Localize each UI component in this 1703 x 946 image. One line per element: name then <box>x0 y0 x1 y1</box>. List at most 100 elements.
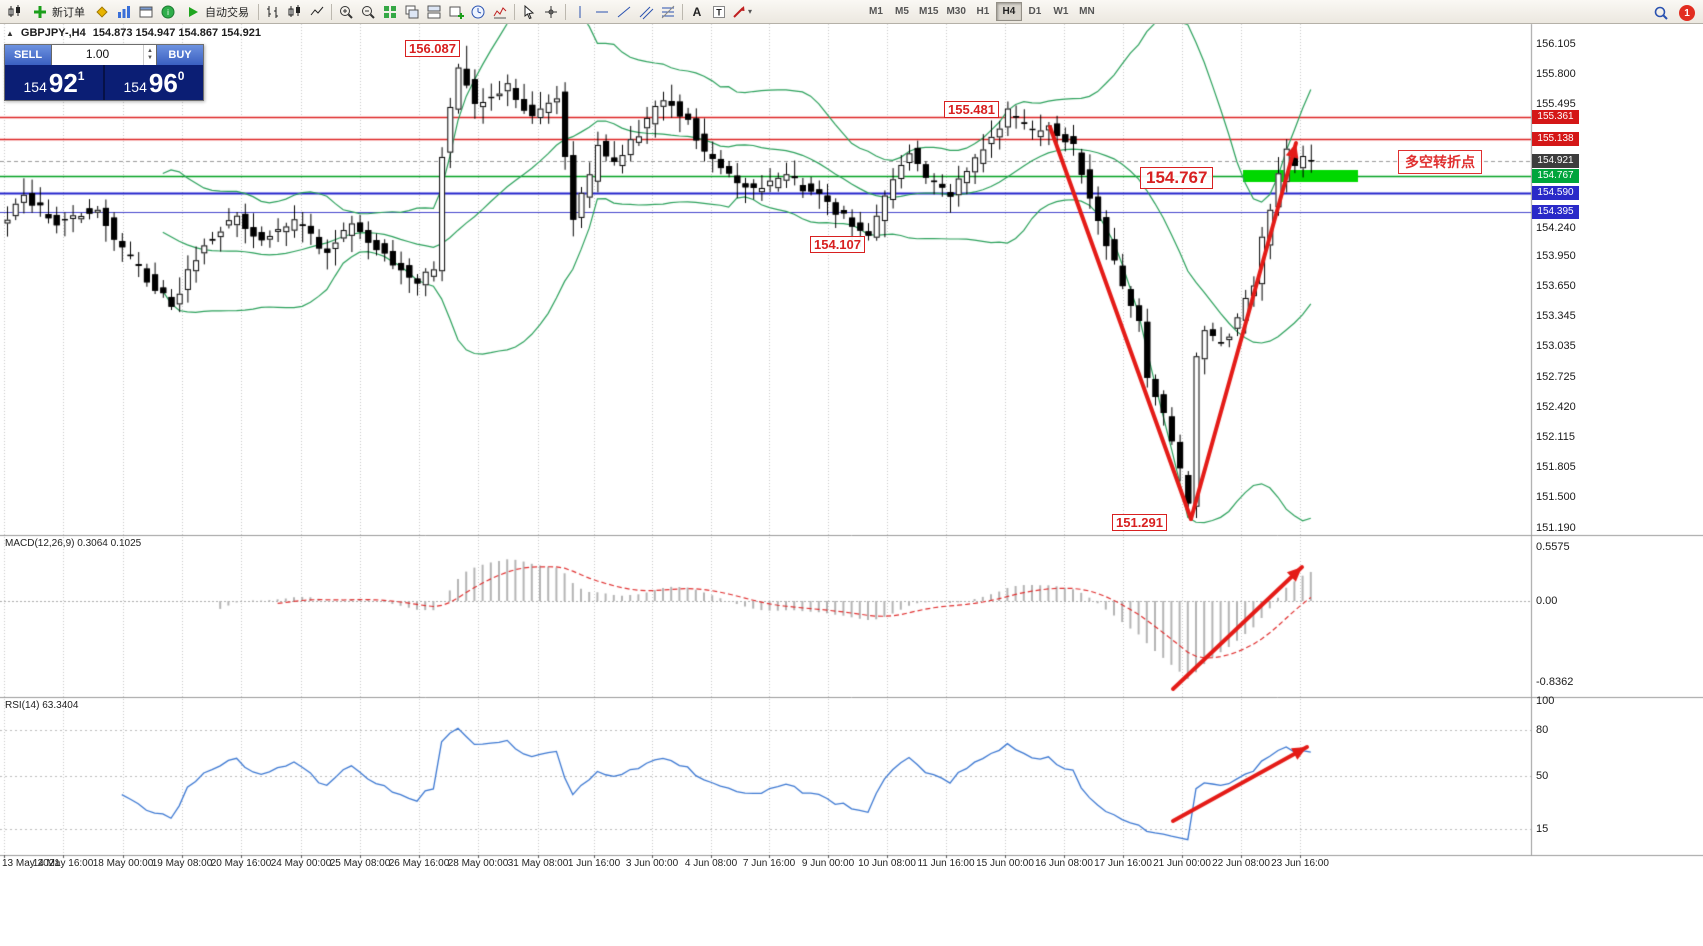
rsi-axis-label: 50 <box>1536 769 1549 782</box>
price-axis-label: 153.950 <box>1536 250 1576 263</box>
navigator-icon[interactable]: i <box>157 2 179 22</box>
rsi-axis-label: 80 <box>1536 723 1549 736</box>
timeframe-m30[interactable]: M30 <box>946 6 966 17</box>
timeframe-h4[interactable]: H4 <box>995 2 1022 21</box>
time-axis-label: 18 May 00:00 <box>92 858 154 869</box>
volume-down-icon[interactable]: ▼ <box>147 55 153 61</box>
fibonacci-icon[interactable] <box>657 2 679 22</box>
time-axis-label: 26 May 16:00 <box>388 858 450 869</box>
horizontal-line-icon[interactable] <box>591 2 613 22</box>
market-watch-icon[interactable] <box>113 2 135 22</box>
vertical-line-icon[interactable] <box>569 2 591 22</box>
price-axis-label: 152.420 <box>1536 400 1576 413</box>
price-axis-badge: 155.138 <box>1532 132 1579 147</box>
crosshair-icon[interactable] <box>540 2 562 22</box>
timeframe-m5[interactable]: M5 <box>895 6 909 17</box>
tile-windows-icon[interactable] <box>379 2 401 22</box>
buy-button[interactable]: BUY <box>157 45 203 65</box>
time-axis-label: 14 May 16:00 <box>32 858 94 869</box>
price-axis-label: 155.495 <box>1536 98 1576 111</box>
price-axis-label: 152.115 <box>1536 430 1575 443</box>
macd-axis-label: 0.00 <box>1536 595 1558 607</box>
svg-text:A: A <box>693 5 702 19</box>
price-annotation[interactable]: 155.481 <box>944 101 999 118</box>
text-tool-icon[interactable]: A <box>686 2 708 22</box>
time-axis-label: 24 May 00:00 <box>270 858 332 869</box>
autotrading-button[interactable]: 自动交易 <box>179 2 255 22</box>
price-axis-label: 154.240 <box>1536 221 1576 234</box>
cascade-windows-icon[interactable] <box>401 2 423 22</box>
trendline-icon[interactable] <box>613 2 635 22</box>
timeframe-m1[interactable]: M1 <box>869 6 883 17</box>
rsi-axis-label: 100 <box>1536 695 1555 707</box>
timeframe-d1[interactable]: D1 <box>1028 6 1042 17</box>
sell-button[interactable]: SELL <box>5 45 51 65</box>
sell-price-sup: 1 <box>77 69 85 83</box>
macd-axis-label: 0.5575 <box>1536 540 1570 553</box>
data-window-icon[interactable] <box>135 2 157 22</box>
macd-label: MACD(12,26,9) 0.3064 0.1025 <box>5 538 142 549</box>
time-axis-label: 7 Jun 16:00 <box>742 858 796 869</box>
time-axis-label: 28 May 00:00 <box>447 858 509 869</box>
price-axis-label: 153.035 <box>1536 340 1576 353</box>
arrange-windows-icon[interactable] <box>423 2 445 22</box>
time-axis-label: 10 Jun 08:00 <box>858 858 916 869</box>
symbols-icon[interactable] <box>91 2 113 22</box>
sell-price[interactable]: 154 92 1 <box>5 65 105 100</box>
new-order-button[interactable]: 新订单 <box>34 5 85 19</box>
svg-text:i: i <box>167 8 169 17</box>
volume-value[interactable]: 1.00 <box>85 47 110 61</box>
channel-icon[interactable] <box>635 2 657 22</box>
time-axis-label: 16 Jun 08:00 <box>1035 858 1093 869</box>
search-icon[interactable] <box>1650 3 1672 23</box>
price-axis-badge: 155.361 <box>1532 110 1579 125</box>
volume-stepper[interactable]: 1.00 ▲ ▼ <box>51 45 157 65</box>
profiles-icon[interactable] <box>467 2 489 22</box>
time-axis: 13 May 2021 14 May 16:00 18 May 00:00 19 Ma… <box>0 858 1531 872</box>
time-axis-label: 11 Jun 16:00 <box>917 858 975 869</box>
cursor-icon[interactable] <box>518 2 540 22</box>
toolbar-separator <box>565 3 566 20</box>
arrows-tool-icon[interactable]: ▾ <box>730 2 753 22</box>
symbol-name: GBPJPY-,H4 <box>20 27 86 39</box>
time-axis-label: 21 Jun 00:00 <box>1153 858 1211 869</box>
price-annotation[interactable]: 154.107 <box>810 236 865 253</box>
chart-window-icon[interactable] <box>4 2 26 22</box>
candlestick-chart-icon[interactable] <box>284 2 306 22</box>
timeframe-mn[interactable]: MN <box>1079 6 1095 17</box>
price-axis-label: 152.725 <box>1536 370 1576 383</box>
timeframe-h1[interactable]: H1 <box>976 6 990 17</box>
price-annotation[interactable]: 156.087 <box>405 40 460 57</box>
line-chart-icon[interactable] <box>306 2 328 22</box>
timeframe-w1[interactable]: W1 <box>1053 6 1069 17</box>
price-axis-label: 153.345 <box>1536 309 1576 322</box>
toolbar-separator <box>682 3 683 20</box>
time-axis-label: 25 May 08:00 <box>329 858 391 869</box>
price-annotation-big[interactable]: 154.767 <box>1140 167 1214 189</box>
one-click-trading-panel: SELL 1.00 ▲ ▼ BUY 154 92 1 154 96 0 <box>4 44 204 101</box>
buy-price-base: 154 <box>123 79 147 95</box>
notification-badge[interactable]: 1 <box>1679 5 1695 21</box>
sell-price-big: 92 <box>48 67 78 98</box>
toolbar-separator <box>331 3 332 20</box>
time-axis-label: 3 Jun 00:00 <box>625 858 679 869</box>
timeframe-group: M1 M5 M15 M30 H1 H4 D1 W1 MN <box>863 2 1100 21</box>
turning-point-note[interactable]: 多空转折点 <box>1398 150 1482 174</box>
volume-up-icon[interactable]: ▲ <box>147 48 153 55</box>
indicators-icon[interactable] <box>489 2 511 22</box>
price-annotation[interactable]: 151.291 <box>1112 514 1167 531</box>
macd-axis-label: -0.8362 <box>1536 676 1574 689</box>
time-axis-label: 20 May 16:00 <box>210 858 272 869</box>
price-axis-badge: 154.590 <box>1532 186 1579 201</box>
new-chart-icon[interactable] <box>445 2 467 22</box>
zoom-out-icon[interactable] <box>357 2 379 22</box>
timeframe-m15[interactable]: M15 <box>919 6 939 17</box>
bar-chart-icon[interactable] <box>262 2 284 22</box>
collapse-icon[interactable]: ▲ <box>6 28 14 38</box>
zoom-in-icon[interactable] <box>335 2 357 22</box>
label-tool-icon[interactable]: T <box>708 2 730 22</box>
volume-spin-arrows[interactable]: ▲ ▼ <box>143 45 156 65</box>
buy-price[interactable]: 154 96 0 <box>105 65 203 100</box>
price-axis-label: 153.650 <box>1536 279 1576 292</box>
